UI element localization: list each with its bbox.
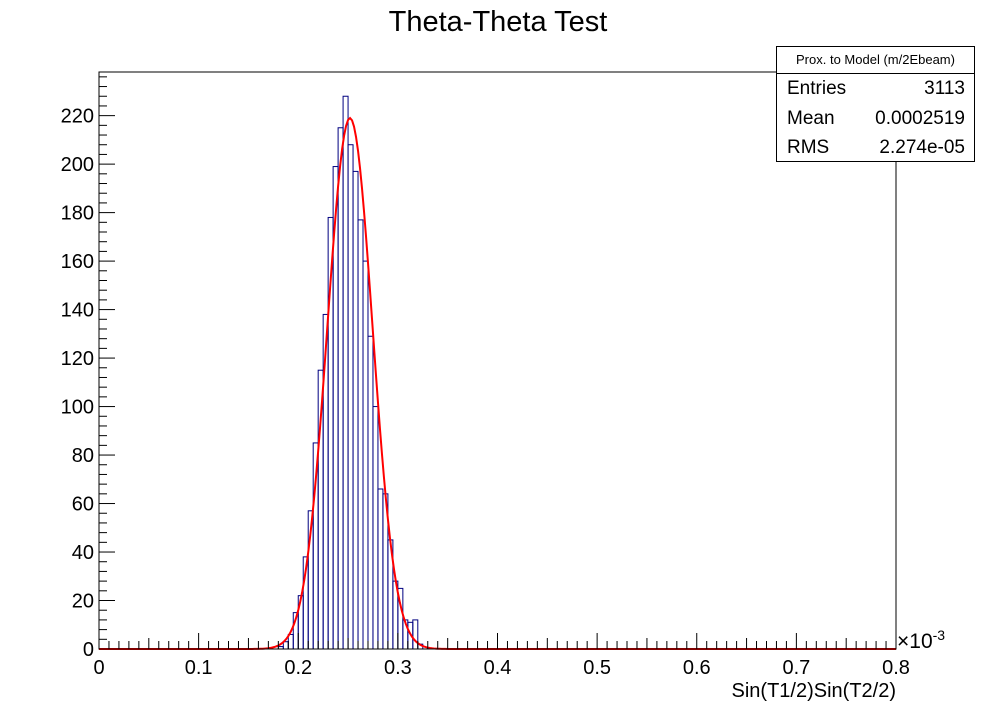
stats-label: Entries [787, 78, 847, 99]
x-axis: 0 0.1 0.2 0.3 0.4 0.5 0.6 0.7 0.8 [93, 633, 910, 679]
y-tick-label: 20 [72, 591, 94, 613]
y-tick-label: 80 [72, 445, 94, 467]
histogram-bar [362, 260, 369, 650]
y-axis: 0 20 40 60 80 100 120 140 160 180 200 220 [61, 76, 115, 661]
chart-title: Theta-Theta Test [388, 6, 608, 38]
histogram-series [99, 95, 896, 650]
histogram-bar [282, 641, 289, 650]
y-tick-label: 60 [72, 494, 94, 516]
y-tick-label: 180 [61, 203, 94, 225]
x-tick-label: 0.1 [185, 657, 213, 679]
x-tick-label: 0.5 [583, 657, 611, 679]
stats-row-rms: RMS 2.274e-05 [777, 133, 974, 163]
x-scale-factor: ×10-3 [897, 627, 945, 653]
stats-label: RMS [787, 137, 830, 158]
histogram-bar [367, 335, 374, 650]
fit-curve [99, 116, 896, 650]
histogram-bar [372, 406, 379, 650]
stats-value: 3113 [924, 78, 965, 99]
y-tick-label: 100 [61, 397, 94, 419]
y-tick-label: 160 [61, 251, 94, 273]
y-tick-label: 200 [61, 154, 94, 176]
histogram-bar [352, 170, 359, 650]
x-axis-label: Sin(T1/2)Sin(T2/2) [732, 680, 897, 702]
stats-value: 2.274e-05 [879, 137, 965, 158]
x-scale-base: ×10 [897, 630, 933, 653]
x-tick-label: 0.8 [882, 657, 910, 679]
stats-label: Mean [787, 107, 835, 129]
histogram-bar [347, 144, 354, 650]
x-scale-exponent: -3 [933, 627, 946, 643]
y-tick-label: 140 [61, 300, 94, 322]
x-tick-label: 0.6 [683, 657, 711, 679]
x-tick-label: 0.4 [484, 657, 512, 679]
x-tick-label: 0.3 [384, 657, 412, 679]
stats-value: 0.0002519 [875, 107, 965, 129]
y-tick-label: 220 [61, 106, 94, 128]
histogram-bar [377, 488, 384, 650]
stats-row-entries: Entries 3113 [777, 74, 974, 104]
stats-box: Prox. to Model (m/2Ebeam) Entries 3113 M… [776, 46, 975, 162]
histogram-bar [357, 219, 364, 650]
histogram-bar [412, 619, 419, 650]
x-tick-label: 0.2 [284, 657, 312, 679]
stats-row-mean: Mean 0.0002519 [777, 104, 974, 134]
y-tick-label: 40 [72, 542, 94, 564]
y-tick-label: 0 [83, 639, 94, 661]
x-tick-label: 0.7 [782, 657, 810, 679]
histogram-bar [337, 127, 344, 650]
stats-box-title: Prox. to Model (m/2Ebeam) [777, 47, 974, 74]
histogram-bar [342, 95, 349, 650]
fit-curve-line [99, 116, 896, 650]
x-tick-label: 0 [93, 657, 104, 679]
y-tick-label: 120 [61, 348, 94, 370]
